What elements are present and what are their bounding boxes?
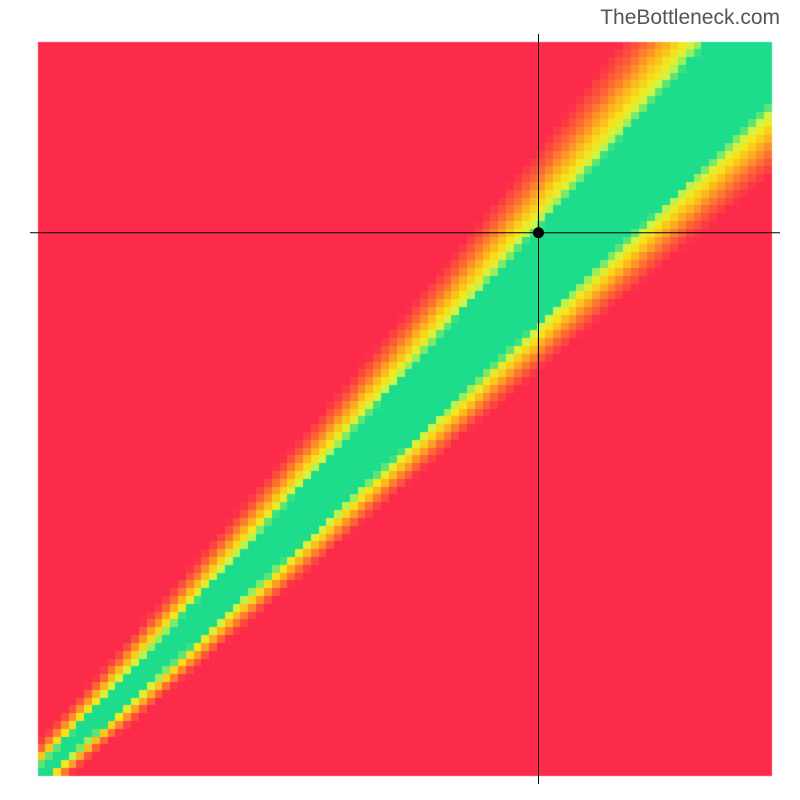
watermark-text: TheBottleneck.com: [600, 6, 780, 30]
heatmap-canvas: [30, 34, 780, 784]
heatmap-plot: [30, 34, 780, 784]
